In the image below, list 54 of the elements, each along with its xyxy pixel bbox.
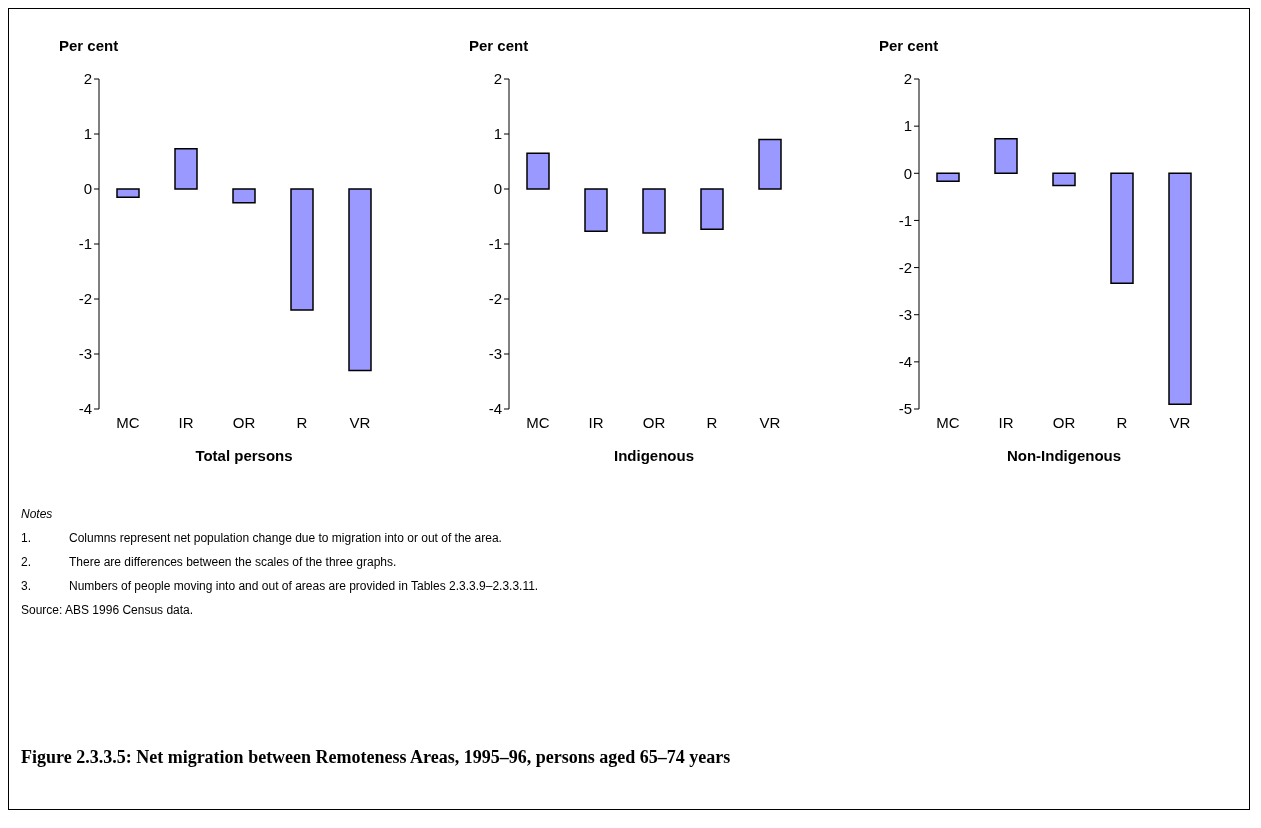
bar bbox=[758, 138, 782, 190]
x-tick-label: MC bbox=[526, 413, 550, 431]
bar bbox=[526, 152, 550, 190]
x-tick-label: MC bbox=[936, 413, 960, 431]
y-tick-label: -3 bbox=[898, 306, 912, 324]
x-tick-label: MC bbox=[116, 413, 140, 431]
y-tick-label: -2 bbox=[898, 258, 912, 276]
y-tick-label: -4 bbox=[488, 400, 502, 418]
y-tick-label: 1 bbox=[493, 125, 502, 143]
bar bbox=[700, 188, 724, 230]
y-tick-label: 0 bbox=[903, 164, 912, 182]
x-tick-label: IR bbox=[588, 413, 604, 431]
x-tick-label: OR bbox=[642, 413, 666, 431]
text: Notes bbox=[21, 507, 53, 521]
x-tick-label: VR bbox=[349, 413, 371, 431]
caption: Figure 2.3.3.5: Net migration between Remoteness Areas, 1995–96, persons aged 65–74 years bbox=[21, 747, 731, 768]
bar bbox=[642, 188, 666, 234]
y-tick-label: 0 bbox=[83, 180, 92, 198]
y-axis-title: Per cent bbox=[879, 37, 939, 54]
x-tick-label: R bbox=[296, 413, 308, 431]
y-tick-label: -2 bbox=[488, 290, 502, 308]
x-tick-label: VR bbox=[759, 413, 781, 431]
x-axis-title: Non-Indigenous bbox=[1005, 447, 1123, 464]
y-tick-label: 1 bbox=[903, 117, 912, 135]
y-tick-label: -4 bbox=[78, 400, 92, 418]
y-tick-label: 2 bbox=[903, 70, 912, 88]
x-axis-title: Total persons bbox=[194, 447, 294, 464]
x-tick-label: IR bbox=[998, 413, 1014, 431]
x-tick-label: R bbox=[1116, 413, 1128, 431]
y-axis-title: Per cent bbox=[59, 37, 119, 54]
y-tick-label: -1 bbox=[78, 235, 92, 253]
y-tick-label: -1 bbox=[488, 235, 502, 253]
y-axis-title: Per cent bbox=[469, 37, 529, 54]
y-tick-label: 2 bbox=[493, 70, 502, 88]
x-tick-label: OR bbox=[1052, 413, 1076, 431]
text: 3. Numbers of people moving into and out of areas are provided in Tables 2.3.3.9–2.3.3.11. bbox=[21, 579, 539, 593]
y-tick-label: -2 bbox=[78, 290, 92, 308]
text: 1. Columns represent net population change due to migration into or out of the area. bbox=[21, 531, 502, 545]
x-axis-title: Indigenous bbox=[613, 447, 695, 464]
y-tick-label: 1 bbox=[83, 125, 92, 143]
y-tick-label: -3 bbox=[78, 345, 92, 363]
y-tick-label: 0 bbox=[493, 180, 502, 198]
y-tick-label: -3 bbox=[488, 345, 502, 363]
source-note: Source: ABS 1996 Census data. bbox=[21, 603, 194, 617]
x-tick-label: OR bbox=[232, 413, 256, 431]
y-tick-label: -5 bbox=[898, 400, 912, 418]
y-tick-label: 2 bbox=[83, 70, 92, 88]
x-tick-label: VR bbox=[1169, 413, 1191, 431]
text: 2. There are differences between the scales of the three graphs. bbox=[21, 555, 397, 569]
x-tick-label: R bbox=[706, 413, 718, 431]
bar bbox=[584, 188, 608, 233]
y-tick-label: -1 bbox=[898, 211, 912, 229]
y-tick-label: -4 bbox=[898, 353, 912, 371]
x-tick-label: IR bbox=[178, 413, 194, 431]
